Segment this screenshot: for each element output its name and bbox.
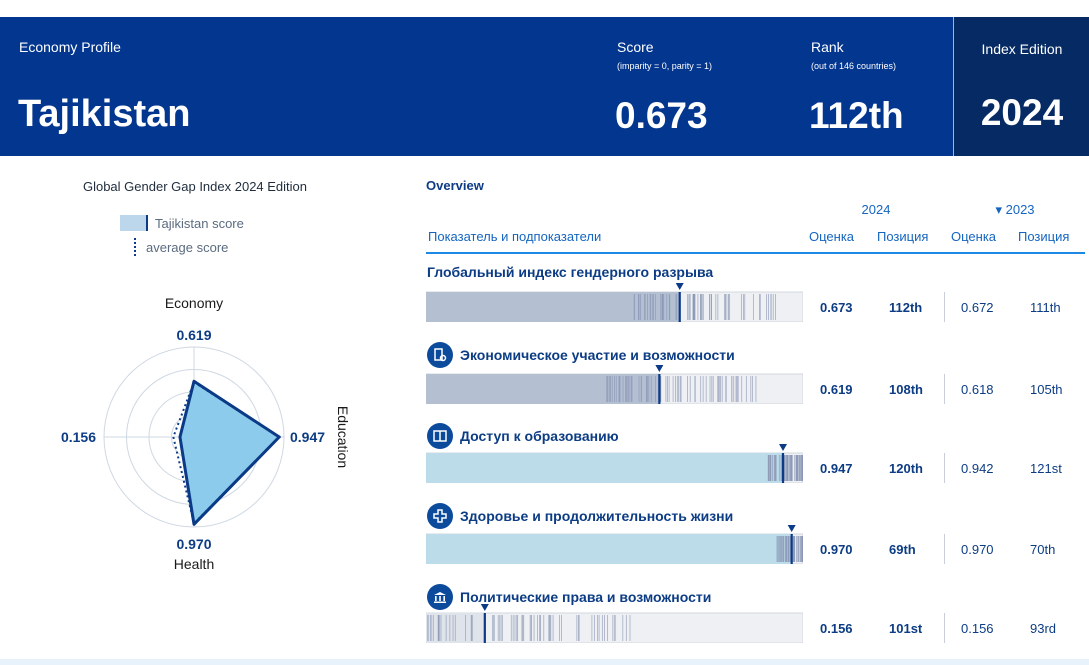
value-label-education: 0.947 <box>290 429 325 445</box>
score-marker-arrow <box>675 283 684 290</box>
row-title-4: Политические права и возможности <box>427 584 711 610</box>
score-bar-4 <box>426 604 803 643</box>
score-marker-arrow <box>779 444 788 451</box>
row-title-label: Глобальный индекс гендерного разрыва <box>427 264 714 280</box>
health-icon <box>427 503 453 529</box>
row-score-prev: 0.618 <box>961 382 994 397</box>
bar-fill <box>426 534 792 564</box>
row-score: 0.947 <box>820 461 853 476</box>
header-divider <box>426 252 1085 254</box>
axis-label-economy: Economy <box>165 295 223 311</box>
score-bar-1 <box>426 365 803 404</box>
col-score: Оценка <box>809 229 855 244</box>
header-label: Economy Profile <box>19 39 121 55</box>
score-bar-2 <box>426 444 803 483</box>
year-current: 2024 <box>861 202 891 217</box>
radar-score-polygon <box>178 379 281 526</box>
row-title-1: Экономическое участие и возможности <box>427 342 735 368</box>
radar-title: Global Gender Gap Index 2024 Edition <box>82 179 308 194</box>
rank-value: 112th <box>809 95 904 136</box>
year-previous: ▾ 2023 <box>995 202 1035 217</box>
row-score-prev: 0.942 <box>961 461 994 476</box>
edition-value: 2024 <box>980 92 1064 133</box>
row-title-label: Экономическое участие и возможности <box>460 347 735 363</box>
row-rank-prev: 105th <box>1030 382 1063 397</box>
edition-label: Index Edition <box>981 41 1063 57</box>
column-separator <box>944 613 945 643</box>
row-score-prev: 0.156 <box>961 621 994 636</box>
row-title-label: Доступ к образованию <box>460 428 619 444</box>
row-score-prev: 0.970 <box>961 542 994 557</box>
radar-chart: Economy 0.619 0.947 Education 0.970 Health 0.1… <box>30 295 351 572</box>
row-score: 0.156 <box>820 621 853 636</box>
bar-fill <box>426 374 660 404</box>
row-score: 0.619 <box>820 382 853 397</box>
column-separator <box>944 292 945 322</box>
row-title-3: Здоровье и продолжительность жизни <box>427 503 733 529</box>
overview-title: Overview <box>426 178 484 193</box>
score-sublabel: (imparity = 0, parity = 1) <box>617 61 713 71</box>
axis-label-education: Education <box>335 406 351 468</box>
score-marker-arrow <box>480 604 489 611</box>
rank-sublabel: (out of 146 countries) <box>811 61 897 71</box>
row-rank-prev: 121st <box>1030 461 1062 476</box>
legend-average-label: average score <box>146 239 229 255</box>
rank-label: Rank <box>811 39 844 55</box>
profile-header: Economy Profile Tajikistan Score (impari… <box>0 17 1089 156</box>
row-title-label: Политические права и возможности <box>460 589 712 605</box>
col-indicator: Показатель и подпоказатели <box>428 229 602 244</box>
score-label: Score <box>617 39 654 55</box>
row-score: 0.673 <box>820 300 853 315</box>
legend-score-swatch <box>120 215 148 231</box>
score-bar-0 <box>426 283 803 322</box>
edition-box: Index Edition 2024 <box>953 17 1089 156</box>
row-rank-prev: 70th <box>1030 542 1056 557</box>
education-icon <box>427 423 453 449</box>
column-separator <box>944 453 945 483</box>
legend-score: Tajikistan score <box>120 211 244 235</box>
value-label-health: 0.970 <box>176 536 211 552</box>
row-title-2: Доступ к образованию <box>427 423 619 449</box>
legend-average-swatch <box>134 238 138 256</box>
row-rank: 101st <box>889 621 923 636</box>
row-rank-prev: 111th <box>1030 300 1061 315</box>
bar-fill <box>426 292 680 322</box>
row-rank-prev: 93rd <box>1030 621 1057 636</box>
politics-icon <box>427 584 453 610</box>
axis-label-health: Health <box>174 556 214 572</box>
score-marker-arrow <box>655 365 664 372</box>
country-name: Tajikistan <box>18 93 191 135</box>
score-value: 0.673 <box>615 95 708 136</box>
legend-score-label: Tajikistan score <box>155 215 244 231</box>
row-rank: 112th <box>889 300 923 315</box>
row-title-label: Здоровье и продолжительность жизни <box>460 508 734 524</box>
bar-fill <box>426 453 784 483</box>
row-rank: 120th <box>889 461 923 476</box>
radar-legend: Tajikistan score average score <box>120 211 244 259</box>
column-separator <box>944 534 945 564</box>
bottom-band <box>0 659 1089 665</box>
score-marker-arrow <box>787 525 796 532</box>
col-score-prev: Оценка <box>951 229 997 244</box>
row-title-0: Глобальный индекс гендерного разрыва <box>427 264 713 280</box>
row-rank: 69th <box>889 542 916 557</box>
radar-average-polygon <box>172 380 282 526</box>
value-label-economy: 0.619 <box>176 327 211 343</box>
row-rank: 108th <box>889 382 923 397</box>
score-bar-3 <box>426 525 803 564</box>
value-label-politics: 0.156 <box>61 429 96 445</box>
economy-icon <box>427 342 453 368</box>
axis-label-politics: Politics <box>30 415 33 459</box>
row-score: 0.970 <box>820 542 853 557</box>
col-rank: Позиция <box>877 229 929 244</box>
row-score-prev: 0.672 <box>961 300 994 315</box>
column-separator <box>944 374 945 404</box>
col-rank-prev: Позиция <box>1018 229 1070 244</box>
legend-average: average score <box>120 235 244 259</box>
